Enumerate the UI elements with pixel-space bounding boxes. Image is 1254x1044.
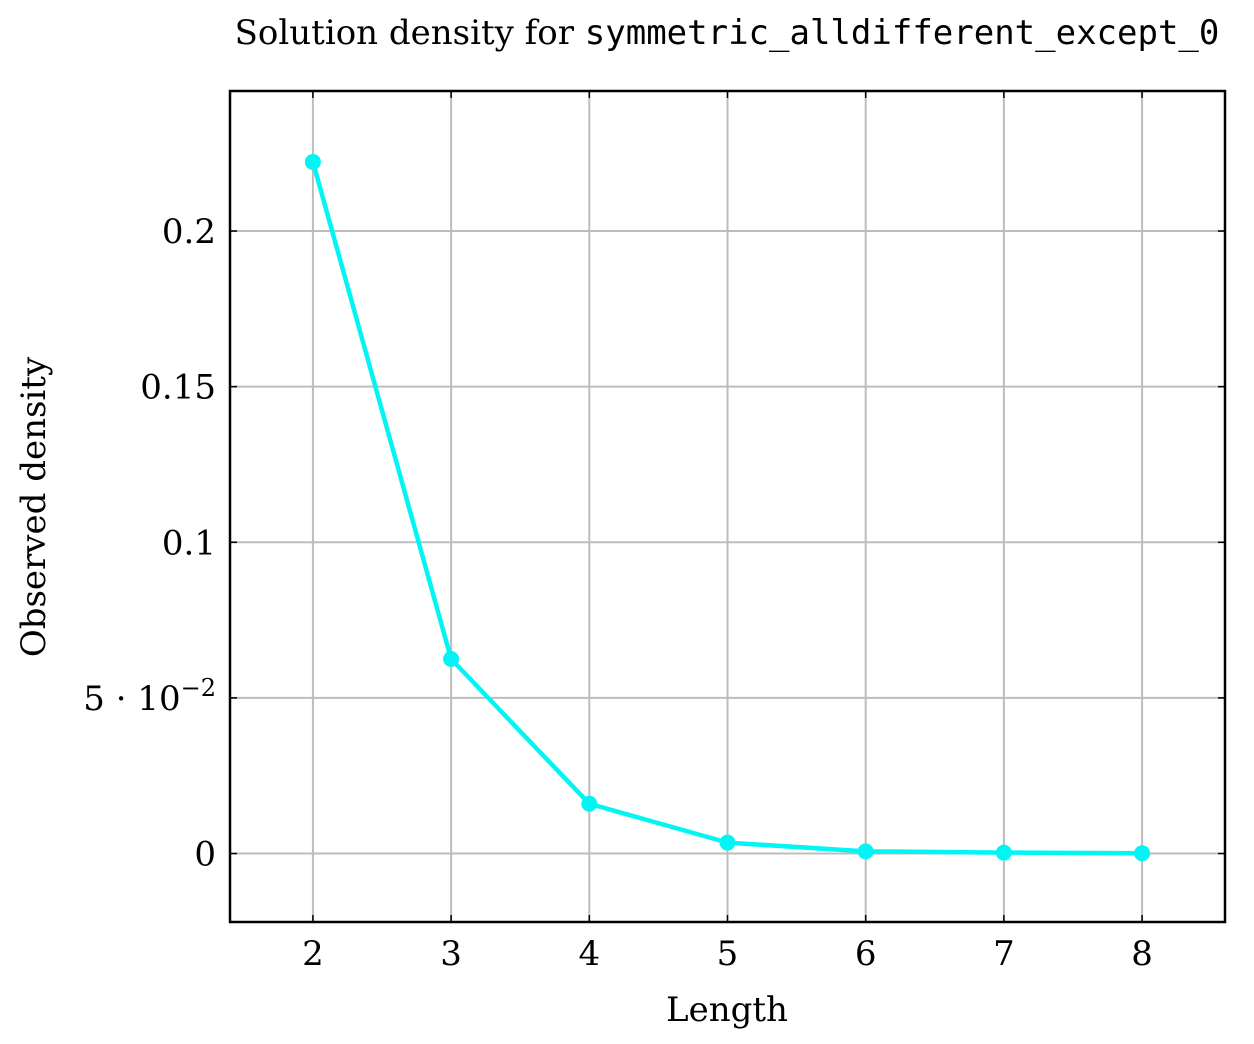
chart-title-text: Solution density for	[235, 13, 585, 53]
grid-lines	[230, 91, 1225, 922]
plot-frame	[228, 89, 1227, 924]
data-point	[304, 153, 321, 170]
y-tick-label: 5 · 10−2	[83, 674, 216, 719]
x-axis-label: Length	[666, 990, 788, 1030]
chart-title-code: symmetric_alldifferent_except_0	[585, 13, 1220, 53]
x-tick-label: 2	[302, 934, 324, 974]
data-point	[1134, 845, 1151, 862]
data-point	[581, 795, 598, 812]
x-tick-label: 5	[717, 934, 739, 974]
x-axis-ticks: 2 3 4 5 6 7 8	[302, 91, 1153, 974]
chart-title: Solution density for symmetric_alldiffer…	[235, 13, 1220, 53]
y-tick-label: 0.15	[140, 368, 216, 408]
x-tick-label: 7	[993, 934, 1015, 974]
x-tick-label: 8	[1131, 934, 1153, 974]
x-tick-label: 3	[440, 934, 462, 974]
data-point	[443, 651, 460, 668]
data-point	[719, 834, 736, 851]
y-axis-label: Observed density	[14, 356, 54, 657]
data-point	[995, 844, 1012, 861]
series-group	[304, 153, 1151, 862]
y-tick-label: 0	[194, 835, 216, 875]
y-axis-ticks: 0 5 · 10−2 0.1 0.15 0.2	[83, 212, 1225, 875]
y-tick-label-exponent: −2	[181, 674, 216, 702]
data-point	[857, 843, 874, 860]
y-tick-label-base: 5 · 10	[83, 679, 180, 719]
x-tick-label: 6	[855, 934, 877, 974]
x-tick-label: 4	[578, 934, 600, 974]
y-tick-label: 0.2	[162, 212, 216, 252]
y-tick-label: 0.1	[162, 523, 216, 563]
